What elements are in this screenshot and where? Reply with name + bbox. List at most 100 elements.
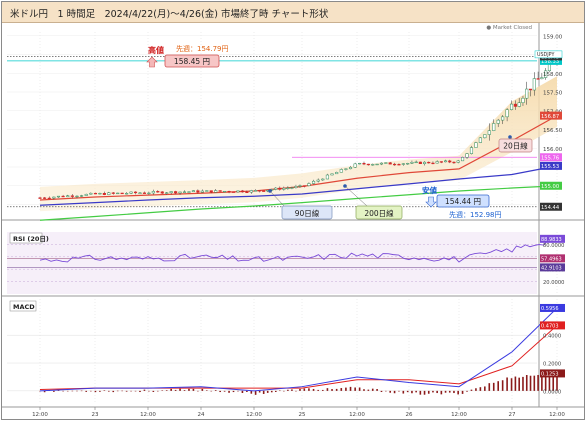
candle-body xyxy=(93,192,97,195)
macd-histogram-bar xyxy=(174,389,177,391)
macd-histogram-bar xyxy=(214,390,217,391)
macd-histogram-bar xyxy=(223,390,226,392)
candle-body xyxy=(358,162,362,165)
macd-histogram-bar xyxy=(321,389,324,391)
high-arrow-icon xyxy=(146,56,158,68)
candle-body xyxy=(406,163,410,165)
macd-line xyxy=(39,307,558,392)
time-tick-label: 23 xyxy=(92,412,99,418)
price-tick-label: 156.50 xyxy=(543,128,563,134)
macd-histogram-bar xyxy=(201,388,204,391)
candle-body xyxy=(120,192,124,195)
axis-background xyxy=(539,23,584,419)
candle-body xyxy=(469,147,474,154)
plot-background xyxy=(2,23,584,419)
macd-histogram-bar xyxy=(358,387,361,391)
ma200-line xyxy=(39,185,558,221)
macd-histogram-bar xyxy=(116,390,119,392)
macd-histogram-bar xyxy=(522,376,524,391)
time-tick-label: 26 xyxy=(406,412,413,418)
candle-body xyxy=(61,195,65,198)
macd-histogram-bar xyxy=(287,389,289,391)
macd-histogram-bar xyxy=(254,390,257,395)
macd-histogram-bar xyxy=(363,389,365,391)
macd-histogram-bar xyxy=(317,389,319,391)
macd-histogram-bar xyxy=(415,390,417,393)
macd-histogram-bar xyxy=(62,390,64,392)
title-bar: 米ドル円 1 時間足 2024/4/22(月)～4/26(金) 市場終了時 チャ… xyxy=(2,2,584,23)
candle-body xyxy=(56,195,61,198)
macd-histogram-bar xyxy=(518,377,520,391)
candle-body xyxy=(223,190,227,193)
time-tick-label: 12:00 xyxy=(349,412,365,418)
macd-histogram-bar xyxy=(266,390,269,393)
candle-body xyxy=(107,192,111,195)
candle-body xyxy=(307,183,311,186)
macd-histogram-bar xyxy=(121,390,123,392)
candle-body xyxy=(513,103,517,107)
candle-body xyxy=(339,169,343,173)
candle-body xyxy=(38,197,42,199)
candle-body xyxy=(335,172,339,175)
candle-body xyxy=(492,123,496,131)
macd-hist-tag xyxy=(540,369,565,378)
macd-histogram-bar xyxy=(427,390,430,394)
macd-histogram-bar xyxy=(541,374,543,391)
candle-body xyxy=(160,191,164,194)
macd-histogram-bar xyxy=(312,388,315,391)
candle-body xyxy=(501,116,505,121)
candle-body xyxy=(344,168,348,170)
candle-body xyxy=(174,191,178,194)
macd-histogram-bar xyxy=(440,390,443,395)
ma20-label-box xyxy=(498,138,533,153)
macd-title: MACD xyxy=(13,303,35,311)
price-tick-label: 159.00 xyxy=(543,34,563,40)
low-arrow-icon xyxy=(425,196,437,208)
candle-body xyxy=(254,190,258,192)
candle-body xyxy=(414,161,418,164)
ma200-label: 200日線 xyxy=(364,208,394,218)
macd-histogram-bar xyxy=(143,389,146,391)
macd-histogram-bar xyxy=(367,389,370,391)
candle-body xyxy=(231,191,236,193)
macd-histogram-bar xyxy=(156,390,159,392)
market-status: ● Market Closed xyxy=(486,25,532,31)
macd-histogram-bar xyxy=(299,388,301,391)
symbol-badge xyxy=(534,50,563,59)
candle-body xyxy=(151,191,155,194)
candle-body xyxy=(129,191,133,194)
macd-histogram-bar xyxy=(85,390,88,392)
candle-body xyxy=(191,190,195,192)
candle-body xyxy=(240,190,244,193)
candle-body xyxy=(456,160,460,163)
candle-body xyxy=(536,78,540,80)
macd-histogram-bar xyxy=(295,390,297,392)
time-tick-label: 12:00 xyxy=(549,412,565,418)
macd-histogram-bar xyxy=(488,383,491,391)
macd-tick-label: 0.0000 xyxy=(543,389,561,395)
macd-signal-tag xyxy=(540,321,565,330)
candle-body xyxy=(388,162,392,165)
current-price-tag-label: 158.33 xyxy=(541,59,559,65)
macd-histogram-bar xyxy=(398,390,400,392)
price-tick-label: 158.00 xyxy=(543,72,563,78)
symbol-label: USDJPY xyxy=(537,52,554,58)
macd-histogram-bar xyxy=(179,388,181,391)
candle-body xyxy=(439,161,443,163)
time-tick-label: 25 xyxy=(299,412,306,418)
macd-histogram-bar xyxy=(444,390,447,393)
ma90-label: 90日線 xyxy=(295,208,320,218)
candle-body xyxy=(384,162,388,164)
candle-body xyxy=(209,190,213,193)
time-tick-label: 24 xyxy=(198,412,205,418)
macd-histogram-bar xyxy=(183,390,186,391)
candle-body xyxy=(169,191,173,193)
macd-histogram-bar xyxy=(497,381,499,391)
candle-body xyxy=(444,160,448,163)
candle-body xyxy=(330,173,334,176)
macd-histogram-bar xyxy=(380,390,383,393)
macd-histogram-bar xyxy=(537,374,539,391)
macd-histogram-bar xyxy=(139,390,141,393)
ma20-tag xyxy=(540,111,562,120)
rsi-background xyxy=(7,232,537,294)
